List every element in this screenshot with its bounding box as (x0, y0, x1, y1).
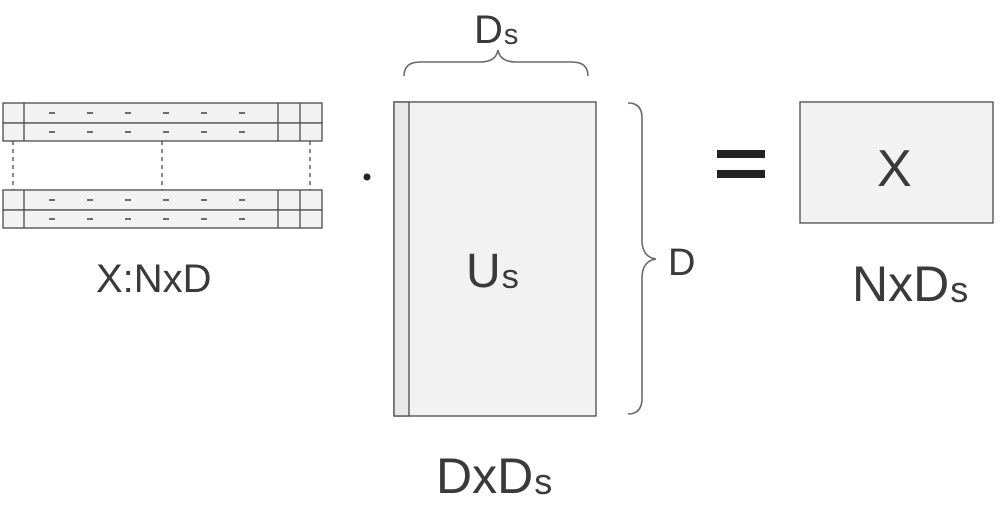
ds-brace (403, 49, 589, 77)
result-dims-label: NxDs (852, 256, 969, 312)
us-matrix-label: Us (466, 245, 519, 298)
us-dims-label: DxDs (436, 448, 553, 504)
equals-operator (717, 150, 765, 178)
x-matrix-ellipsis-rows (12, 141, 311, 190)
us-matrix-column (393, 101, 410, 417)
x-matrix-dims-label: X:NxD (96, 257, 212, 301)
d-brace (627, 102, 657, 415)
result-matrix (799, 101, 994, 224)
x-matrix (2, 102, 323, 229)
dot-operator (363, 173, 371, 181)
x-matrix-ellipsis-cols (49, 112, 245, 220)
x-matrix-row (2, 209, 323, 229)
d-brace-label: D (668, 242, 696, 284)
us-matrix (393, 101, 597, 417)
result-matrix-label: X (877, 140, 912, 198)
ds-brace-label: Ds (474, 8, 519, 52)
